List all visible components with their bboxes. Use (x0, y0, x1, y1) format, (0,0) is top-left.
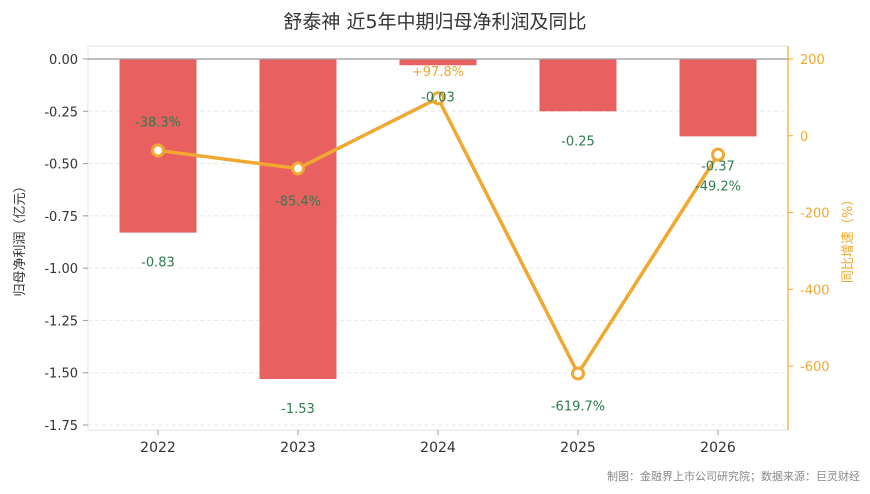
axis-left: 0.00 -0.25 -0.50 -0.75 -1.00 -1.25 -1.50 -1.75 (44, 53, 88, 434)
bar (399, 59, 477, 66)
x-tick-label: 2023 (280, 440, 316, 456)
y-left-tick-label: -1.75 (44, 419, 78, 434)
axis-right: 200 0 -200 -400 -600 (787, 46, 830, 430)
bar (539, 59, 617, 112)
y-axis-left-label: 归母净利润（亿元） (13, 179, 28, 296)
y-left-tick-label: -1.00 (44, 262, 78, 277)
y-right-tick-label: 200 (800, 53, 825, 68)
chart-title: 舒泰神 近5年中期归母净利润及同比 (283, 11, 586, 33)
axis-x: 2022 2023 2024 2025 2026 (140, 430, 736, 456)
source-note: 制图：金融界上市公司研究院；数据来源：巨灵财经 (607, 469, 860, 483)
bar-value-label: -0.03 (421, 90, 455, 105)
y-left-tick-label: -0.75 (44, 210, 78, 225)
x-tick-label: 2026 (700, 440, 736, 456)
plot-area (87, 45, 789, 431)
bar-value-label: -0.25 (561, 134, 595, 149)
grid-layer (88, 110, 788, 426)
y-right-tick-label: -400 (800, 283, 830, 298)
growth-point (431, 91, 445, 106)
growth-point (571, 366, 585, 381)
line-layer (151, 91, 725, 381)
x-tick-label: 2022 (140, 440, 176, 456)
y-axis-right-label: 同比增速（%） (841, 193, 856, 283)
y-left-tick-label: -0.25 (44, 105, 78, 120)
y-left-tick-label: -1.50 (44, 367, 78, 382)
x-tick-label: 2025 (560, 440, 596, 456)
growth-value-label: -619.7% (551, 400, 605, 415)
growth-value-label: -38.3% (135, 115, 181, 130)
bar-value-label: -1.53 (281, 402, 315, 417)
y-right-tick-label: -600 (800, 360, 830, 375)
y-left-tick-label: 0.00 (49, 53, 78, 68)
growth-point (291, 161, 305, 176)
y-left-tick-label: -0.50 (44, 158, 78, 173)
label-layer: -0.83 -1.53 -0.03 -0.25 -0.37 -38.3% -85.4% +97… (135, 65, 741, 417)
bar (679, 59, 757, 137)
bar (259, 59, 337, 379)
growth-value-label: -49.2% (695, 180, 741, 195)
x-tick-label: 2024 (420, 440, 456, 456)
growth-value-label: +97.8% (412, 65, 464, 80)
growth-value-label: -85.4% (275, 195, 321, 210)
growth-point (151, 143, 165, 158)
growth-point (711, 147, 725, 162)
bar-layer (119, 59, 757, 379)
y-right-tick-label: -200 (800, 207, 830, 222)
y-left-tick-label: -1.25 (44, 314, 78, 329)
bar-value-label: -0.83 (141, 256, 175, 271)
bar-value-label: -0.37 (701, 159, 735, 174)
y-right-tick-label: 0 (800, 130, 808, 145)
